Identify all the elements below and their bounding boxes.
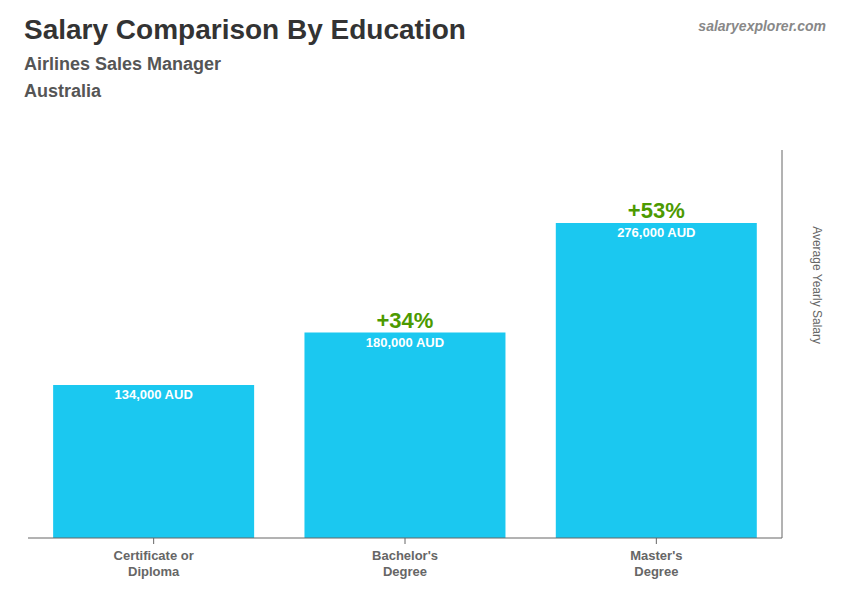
html-text:Salary Comparison By Education: Salary Comparison By Education (24, 14, 466, 45)
html-text:Airlines Sales Manager: Airlines Sales Manager (24, 54, 222, 74)
svg-text:276,000 AUD: 276,000 AUD (617, 225, 695, 240)
svg-text:Average Yearly Salary: Average Yearly Salary (810, 226, 824, 344)
html-text:Australia: Australia (24, 81, 101, 101)
svg-text:180,000 AUD: 180,000 AUD (366, 335, 444, 350)
svg-text:Bachelor'sDegree: Bachelor'sDegree (372, 548, 438, 579)
svg-text:Certificate orDiploma: Certificate orDiploma (114, 548, 194, 579)
svg-text:+34%: +34% (377, 308, 434, 333)
html-text:salaryexplorer.com: salaryexplorer.com (698, 18, 826, 34)
svg-text:134,000 AUD: 134,000 AUD (114, 387, 192, 402)
svg-text:Master'sDegree: Master'sDegree (630, 548, 682, 579)
svg-text:+53%: +53% (628, 198, 685, 223)
